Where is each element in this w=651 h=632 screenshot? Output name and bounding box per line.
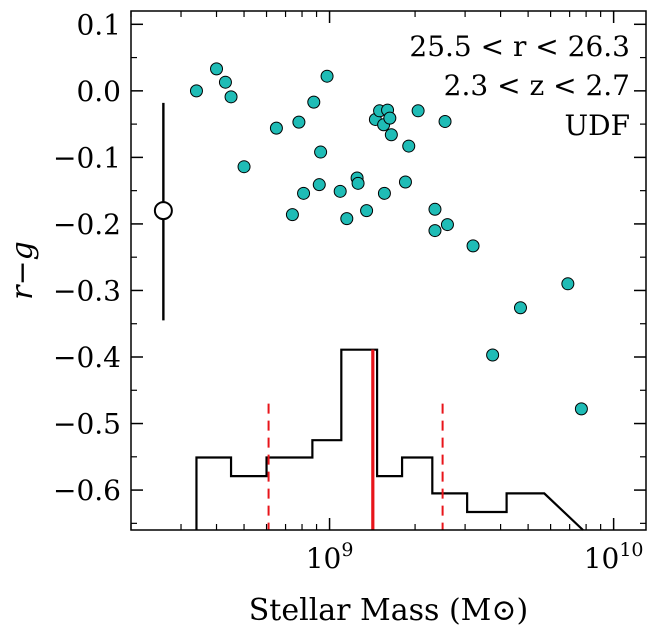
data-point-25 <box>384 128 398 142</box>
y-tick-label: −0.2 <box>53 208 121 241</box>
data-point-8 <box>292 115 306 129</box>
data-point-15 <box>340 212 354 226</box>
data-point-28 <box>411 104 425 118</box>
x-tick-label: 1010 <box>584 539 644 575</box>
data-point-6 <box>269 121 283 135</box>
data-point-31 <box>438 114 452 128</box>
annotation-magnitude-range: 25.5 < r < 26.3 <box>409 30 630 63</box>
y-tick-label: −0.3 <box>53 274 121 307</box>
x-axis-label: Stellar Mass (M⊙) <box>249 593 529 628</box>
y-tick-label: −0.4 <box>53 341 121 374</box>
y-axis-label: r−g <box>5 241 40 300</box>
y-tick-label: −0.6 <box>53 474 121 507</box>
data-point-1 <box>189 84 203 98</box>
data-point-37 <box>574 402 588 416</box>
data-point-36 <box>561 277 575 291</box>
y-tick-label: 0.1 <box>76 8 121 41</box>
data-point-26 <box>398 175 412 189</box>
data-point-35 <box>513 301 527 315</box>
x-tick-label: 109 <box>306 539 354 575</box>
labels-layer: Stellar Mass (M⊙) r−g 25.5 < r < 26.3 2.… <box>5 30 630 628</box>
x-tick-base: 10 <box>584 542 620 575</box>
error-bar-marker <box>153 201 173 221</box>
y-tick-label: −0.5 <box>53 408 121 441</box>
x-tick-exponent: 9 <box>341 539 353 561</box>
data-point-5 <box>237 160 251 174</box>
y-tick-label: −0.1 <box>53 141 121 174</box>
data-point-30 <box>428 224 442 238</box>
data-point-18 <box>360 204 374 218</box>
data-point-11 <box>312 178 326 192</box>
x-tick-exponent: 10 <box>619 539 643 561</box>
data-point-17 <box>351 176 365 190</box>
data-point-3 <box>218 75 232 89</box>
data-point-7 <box>285 208 299 222</box>
data-point-29 <box>428 202 442 216</box>
x-tick-base: 10 <box>306 542 342 575</box>
data-point-2 <box>210 62 224 76</box>
data-point-14 <box>333 184 347 198</box>
data-point-4 <box>224 90 238 104</box>
data-point-12 <box>314 145 328 159</box>
data-point-22 <box>377 186 391 200</box>
data-point-13 <box>320 69 334 83</box>
annotation-field: UDF <box>565 109 630 142</box>
data-point-32 <box>440 218 454 232</box>
data-point-33 <box>466 239 480 253</box>
data-point-27 <box>402 139 416 153</box>
y-tick-label: 0.0 <box>76 75 121 108</box>
histogram-outline <box>195 348 584 531</box>
data-layer <box>153 62 588 531</box>
data-point-9 <box>297 186 311 200</box>
plot-frame <box>130 10 647 531</box>
data-point-10 <box>307 95 321 109</box>
annotation-redshift-range: 2.3 < z < 2.7 <box>444 69 630 102</box>
data-point-24 <box>383 111 397 125</box>
data-point-34 <box>486 348 500 362</box>
